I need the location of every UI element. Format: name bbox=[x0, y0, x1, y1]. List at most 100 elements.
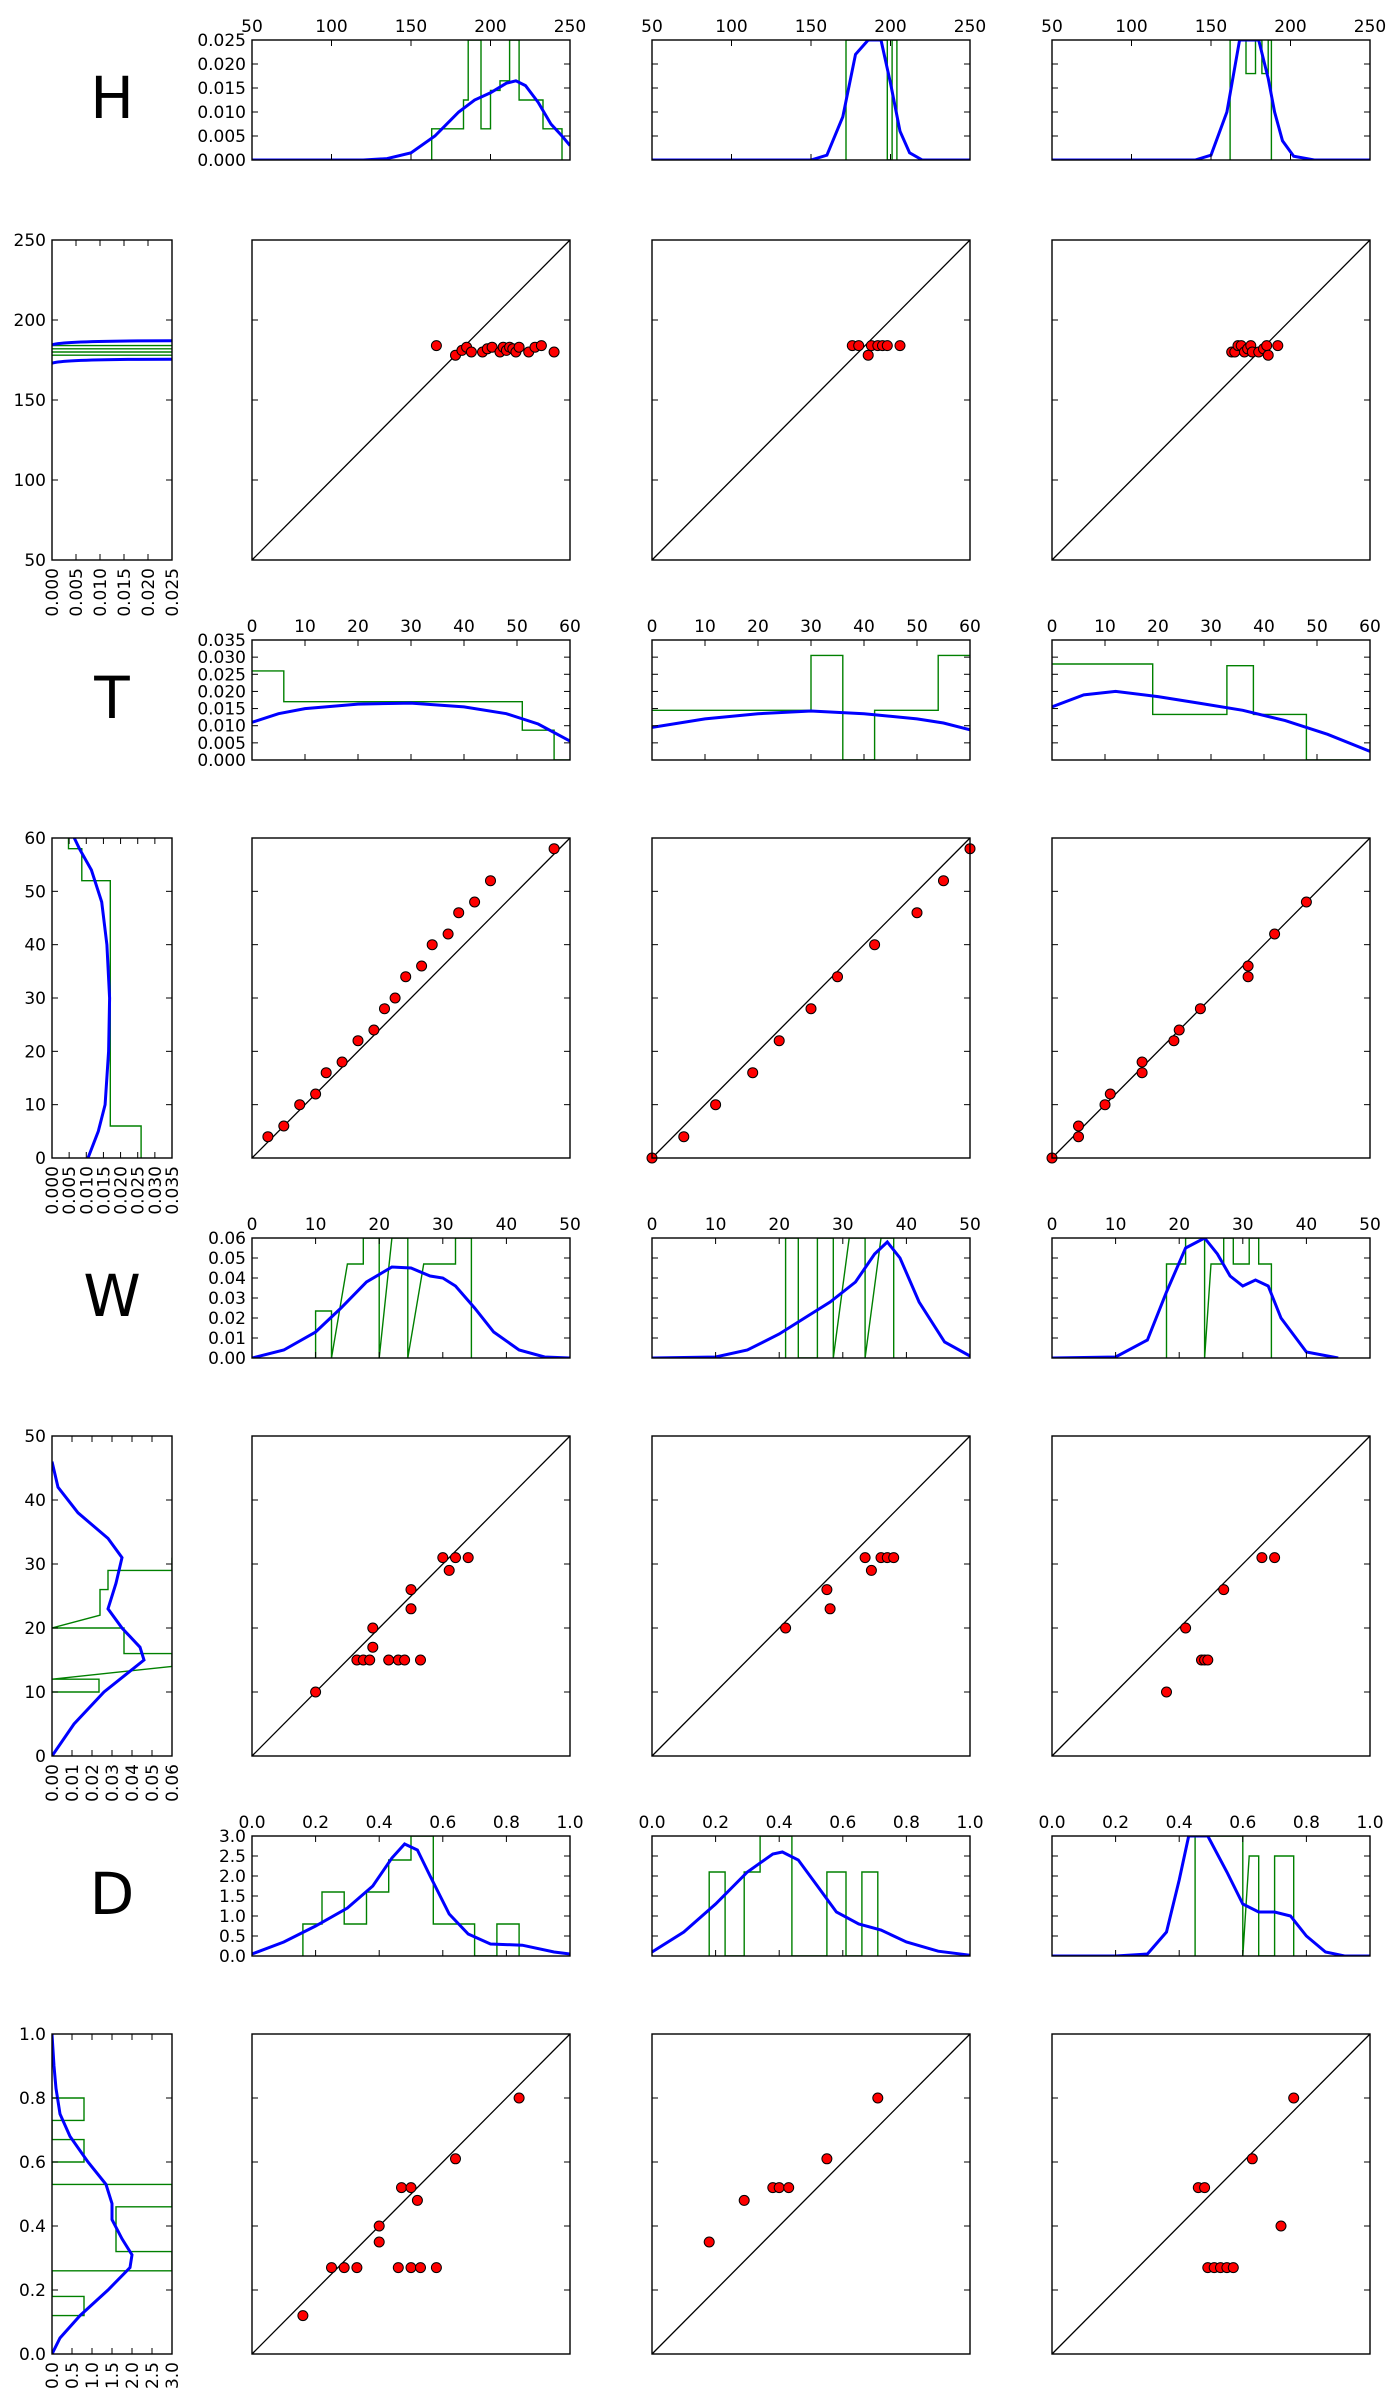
x-tick-label: 60 bbox=[1359, 617, 1381, 637]
side-marginal-panel: 01020304050600.0000.0050.0100.0150.0200.… bbox=[24, 829, 183, 1215]
x-tick-label: 150 bbox=[1195, 17, 1227, 37]
axes-frame bbox=[651, 1237, 971, 1359]
y-tick-label: 20 bbox=[24, 1042, 46, 1062]
scatter-panel bbox=[251, 239, 571, 561]
kde-curve bbox=[652, 1239, 970, 1358]
scatter-panel bbox=[1046, 837, 1371, 1164]
x-tick-label: 3.0 bbox=[163, 2362, 183, 2389]
y-tick-label: 0.6 bbox=[19, 2153, 46, 2173]
marginal-hist-panel: 0 10 20 30 40 50 0.000.010.020.030.040.050.06 bbox=[208, 1215, 581, 1369]
x-tick-label: 0.005 bbox=[67, 568, 87, 617]
x-tick-label: 150 bbox=[795, 17, 827, 37]
x-tick-label: 10 bbox=[694, 617, 716, 637]
data-point bbox=[411, 2194, 423, 2206]
x-tick-label: 30 bbox=[832, 1215, 854, 1235]
y-tick-label: 60 bbox=[24, 829, 46, 849]
x-tick-label: 0.025 bbox=[129, 1166, 149, 1215]
data-point bbox=[443, 1564, 455, 1576]
histogram-bars bbox=[784, 1238, 895, 1358]
x-tick-label: 0.025 bbox=[163, 568, 183, 617]
x-tick-label: 50 bbox=[641, 17, 663, 37]
kde-curve bbox=[652, 709, 970, 732]
x-tick-label: 20 bbox=[768, 1215, 790, 1235]
data-point bbox=[430, 2262, 442, 2274]
y-tick-label: 20 bbox=[24, 1619, 46, 1639]
data-point bbox=[389, 992, 401, 1004]
x-tick-label: 0.0 bbox=[43, 2362, 63, 2389]
data-point bbox=[678, 1131, 690, 1143]
y-tick-label: 0.035 bbox=[197, 631, 246, 651]
y-tick-label: 0.010 bbox=[197, 103, 246, 123]
x-tick-label: 20 bbox=[1168, 1215, 1190, 1235]
data-point bbox=[405, 1584, 417, 1596]
data-point bbox=[1300, 896, 1312, 908]
y-tick-label: 1.5 bbox=[219, 1887, 246, 1907]
data-point bbox=[821, 2153, 833, 2165]
data-point bbox=[486, 341, 498, 353]
axes-frame bbox=[651, 1835, 971, 1957]
y-tick-label: 0.005 bbox=[197, 734, 246, 754]
data-point bbox=[1269, 1552, 1281, 1564]
data-point bbox=[278, 1120, 290, 1132]
row-h: H50 100 150 200 2500.0000.0050.0100.0150.020… bbox=[14, 17, 1387, 617]
x-tick-label: 200 bbox=[874, 17, 906, 37]
x-tick-label: 0.8 bbox=[893, 1813, 920, 1833]
x-tick-label: 10 bbox=[294, 617, 316, 637]
kde-curve bbox=[652, 40, 970, 160]
y-tick-label: 0.0 bbox=[219, 1947, 246, 1967]
marginal-hist-panel: 50 100 150 200 250 0.000 0.005 0.010 0.015 0.020 0… bbox=[197, 17, 586, 171]
kde-curve bbox=[1052, 40, 1370, 160]
data-point bbox=[462, 1552, 474, 1564]
data-point bbox=[405, 1603, 417, 1615]
histogram-bars bbox=[252, 670, 570, 760]
data-point bbox=[326, 2262, 337, 2274]
marginal-hist-panel: 0 10 20 30 40 50 bbox=[1047, 1215, 1381, 1359]
kde-curve bbox=[252, 79, 570, 160]
data-point bbox=[415, 1654, 426, 1666]
x-tick-label: 10 bbox=[1105, 1215, 1127, 1235]
data-point bbox=[1136, 1056, 1148, 1068]
identity-line bbox=[651, 2033, 971, 2355]
row-w: W0 10 20 30 40 500.000.010.020.030.040.050.06… bbox=[24, 1215, 1380, 1802]
kde-curve bbox=[252, 1842, 570, 1956]
kde-curve bbox=[52, 2034, 134, 2354]
x-tick-label: 0 bbox=[247, 617, 258, 637]
y-tick-label: 0 bbox=[35, 1747, 46, 1767]
data-point bbox=[535, 340, 547, 352]
y-tick-label: 1.0 bbox=[219, 1907, 246, 1927]
row-t: T 0 10 20 30 40 50 600.0000.0050.0100.0150.0200… bbox=[24, 617, 1380, 1215]
identity-line bbox=[651, 239, 971, 561]
marginal-hist-panel: 0 10 20 30 40 50 bbox=[647, 1215, 981, 1359]
axes-frame bbox=[1051, 39, 1371, 161]
data-point bbox=[821, 1584, 833, 1596]
data-point bbox=[513, 341, 525, 353]
data-point bbox=[1227, 2262, 1239, 2274]
data-point bbox=[373, 2236, 385, 2248]
axes-frame bbox=[51, 239, 173, 561]
axes-frame bbox=[251, 2033, 571, 2355]
y-tick-label: 0.020 bbox=[197, 55, 246, 75]
y-tick-label: 50 bbox=[24, 551, 46, 571]
y-tick-label: 0.000 bbox=[197, 751, 246, 771]
scatter-panel bbox=[1051, 239, 1371, 561]
x-tick-label: 50 bbox=[1359, 1215, 1381, 1235]
x-tick-label: 10 bbox=[1094, 617, 1116, 637]
data-point bbox=[703, 2236, 715, 2248]
histogram-bars bbox=[52, 344, 172, 356]
data-point bbox=[383, 1654, 395, 1666]
data-point bbox=[310, 1088, 322, 1100]
x-tick-label: 0.6 bbox=[429, 1813, 456, 1833]
row-label: T bbox=[93, 664, 130, 732]
axes-frame bbox=[1051, 639, 1371, 761]
x-tick-label: 40 bbox=[496, 1215, 518, 1235]
y-tick-label: 10 bbox=[24, 1683, 46, 1703]
data-point bbox=[1202, 1654, 1214, 1666]
data-point bbox=[405, 2182, 417, 2194]
data-point bbox=[379, 1003, 390, 1015]
x-tick-label: 150 bbox=[395, 17, 427, 37]
x-tick-label: 0.4 bbox=[366, 1813, 393, 1833]
histogram-bars bbox=[708, 1836, 879, 1956]
data-point bbox=[1199, 2182, 1211, 2194]
data-point bbox=[911, 907, 923, 919]
x-tick-label: 0.005 bbox=[60, 1166, 80, 1215]
